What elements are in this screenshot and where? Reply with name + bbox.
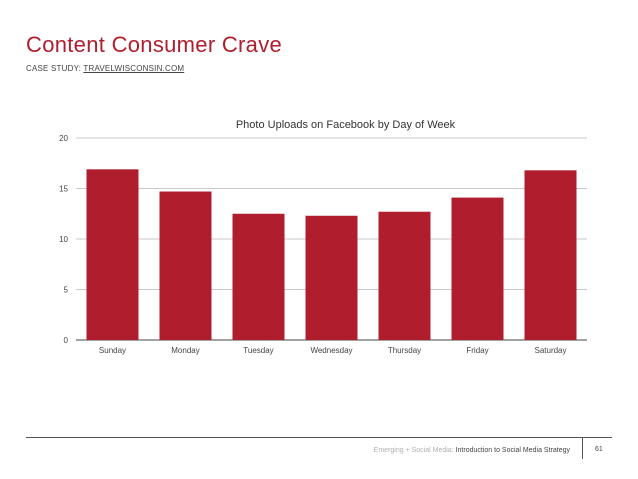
footer-brand: Emerging + Social Media: <box>373 447 454 454</box>
bar-wednesday <box>305 215 358 340</box>
x-tick-label: Tuesday <box>243 346 273 355</box>
bar-thursday <box>378 211 431 340</box>
bar-tuesday <box>232 213 285 340</box>
bar-monday <box>159 191 212 340</box>
footer-course: Introduction to Social Media Strategy <box>455 447 570 454</box>
bar-friday <box>451 197 504 340</box>
y-tick-label: 5 <box>64 286 69 295</box>
slide-title: Content Consumer Crave <box>26 32 283 57</box>
bar-sunday <box>86 169 139 340</box>
footer-divider <box>26 437 612 438</box>
y-tick-label: 15 <box>59 185 68 194</box>
x-tick-label: Saturday <box>534 346 566 355</box>
x-tick-label: Wednesday <box>310 346 352 355</box>
y-tick-label: 10 <box>59 235 68 244</box>
slide-subtitle: CASE STUDY: TRAVELWISCONSIN.COM <box>26 64 184 73</box>
y-tick-label: 20 <box>59 134 68 143</box>
footer-text: Emerging + Social Media: Introduction to… <box>374 447 570 454</box>
bar-saturday <box>524 170 577 340</box>
x-tick-label: Sunday <box>99 346 126 355</box>
x-tick-label: Thursday <box>388 346 421 355</box>
footer-separator <box>582 437 583 459</box>
y-tick-label: 0 <box>64 336 69 345</box>
subtitle-prefix: CASE STUDY: <box>26 64 82 73</box>
x-tick-label: Friday <box>466 346 488 355</box>
case-study-link[interactable]: TRAVELWISCONSIN.COM <box>83 64 185 73</box>
x-tick-label: Monday <box>171 346 199 355</box>
chart-title: Photo Uploads on Facebook by Day of Week <box>236 119 456 131</box>
page-number: 61 <box>595 446 603 453</box>
